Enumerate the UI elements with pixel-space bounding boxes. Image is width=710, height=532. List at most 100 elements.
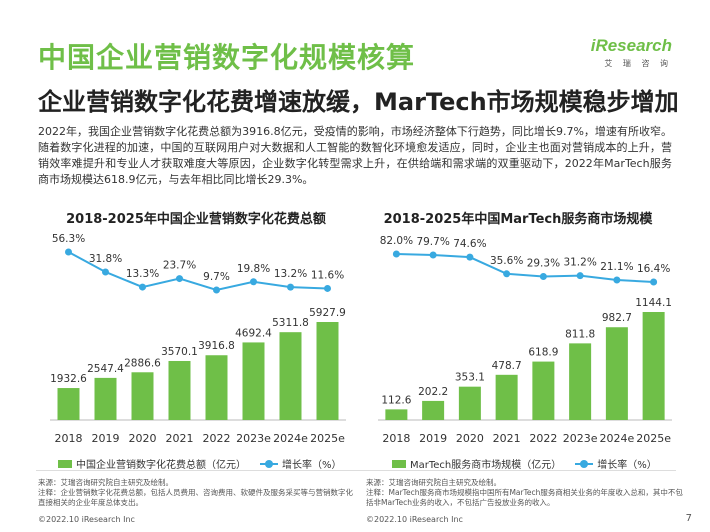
chart1-rate-point — [65, 248, 72, 256]
chart1-bar-value-label: 1932.6 — [50, 373, 87, 385]
chart1-x-tick-label: 2020 — [129, 432, 157, 445]
legend-bar-swatch — [58, 459, 72, 468]
chart1-bar — [316, 322, 339, 420]
chart2-bar-value-label: 1144.1 — [635, 297, 672, 309]
chart2-notes: 来源：艾瑞咨询研究院自主研究及绘制。 注释：MarTech服务商市场规模指中国所… — [366, 478, 683, 507]
chart1-rate-point — [213, 286, 220, 294]
chart2-rate-label: 21.1% — [600, 261, 633, 273]
chart2-bar-value-label: 112.6 — [381, 394, 411, 406]
chart1-bar — [168, 360, 191, 420]
chart2-bar — [422, 400, 445, 420]
chart2-bar-value-label: 353.1 — [455, 372, 485, 384]
chart1-x-tick-label: 2024e — [273, 432, 308, 445]
chart2-title: 2018-2025年中国MarTech服务商市场规模 — [383, 212, 653, 227]
chart2-bar-value-label: 202.2 — [418, 386, 448, 398]
chart1-rate-point — [176, 275, 183, 283]
chart2-bar — [642, 312, 665, 420]
chart1-rate-label: 19.8% — [237, 263, 270, 275]
chart1-rate-point — [324, 284, 331, 292]
legend-divider — [36, 470, 676, 471]
chart2-rate-point — [466, 253, 474, 261]
chart2-rate-line — [396, 253, 654, 283]
chart2-bar — [532, 361, 555, 420]
chart2-x-tick-label: 2018 — [382, 432, 410, 445]
footer-copyright-right: ©2022.10 iResearch Inc — [366, 515, 463, 524]
chart2-legend-bar-label: MarTech服务商市场规模（亿元） — [410, 460, 562, 471]
chart2-rate-point — [650, 278, 658, 286]
chart1-rate-point — [250, 278, 257, 286]
legend-line-swatch — [260, 459, 278, 468]
chart2-rate-label: 79.7% — [416, 236, 449, 248]
chart2-bar-value-label: 982.7 — [602, 312, 632, 324]
chart1-bar-value-label: 5311.8 — [272, 317, 309, 329]
chart1-rate-label: 11.6% — [311, 269, 344, 281]
logo-sub-text: 艾 瑞 咨 询 — [604, 59, 672, 68]
chart1-bar — [242, 342, 265, 420]
chart2-bar-value-label: 618.9 — [528, 347, 558, 359]
chart1-bar-value-label: 4692.4 — [235, 327, 272, 339]
chart2-x-tick-label: 2023e — [563, 432, 598, 445]
chart1-bar-value-label: 2547.4 — [87, 363, 124, 375]
chart2-rate-label: 82.0% — [380, 235, 413, 247]
chart1-legend-bar-label: 中国企业营销数字化花费总额（亿元） — [76, 460, 246, 471]
chart2-x-tick-label: 2024e — [599, 432, 634, 445]
legend-line-swatch — [575, 459, 594, 468]
chart2-x-tick-label: 2022 — [529, 432, 557, 445]
chart2-bar-value-label: 478.7 — [492, 360, 522, 372]
chart2-bar — [385, 409, 408, 420]
chart1-bar-value-label: 3570.1 — [161, 346, 198, 358]
chart1-bar-value-label: 2886.6 — [124, 357, 161, 369]
chart1-bar — [94, 377, 117, 420]
chart1-bar — [279, 332, 302, 420]
chart2-x-tick-label: 2020 — [456, 432, 484, 445]
chart2-rate-label: 35.6% — [490, 255, 523, 267]
chart1-x-tick-label: 2021 — [166, 432, 194, 445]
footer-copyright-left: ©2022.10 iResearch Inc — [38, 515, 135, 524]
chart1-rate-label: 31.8% — [89, 253, 122, 265]
chart1-rate-point — [102, 268, 109, 276]
chart2-rate-label: 31.2% — [563, 257, 596, 269]
chart2-x-tick-label: 2021 — [493, 432, 521, 445]
chart1-rate-label: 56.3% — [52, 233, 85, 245]
chart1-x-tick-label: 2025e — [310, 432, 345, 445]
chart1-x-tick-label: 2023e — [236, 432, 271, 445]
chart2-legend-line-label: 增长率（%） — [597, 460, 657, 471]
iresearch-logo: iResearch 艾 瑞 咨 询 — [591, 36, 672, 69]
logo-brand-text: iResearch — [590, 36, 672, 55]
legend-bar-swatch — [392, 459, 406, 468]
chart2-rate-point — [503, 270, 511, 278]
chart1-bar — [57, 388, 80, 420]
chart2-rate-label: 29.3% — [527, 257, 560, 269]
chart2-x-tick-label: 2019 — [419, 432, 447, 445]
chart1-x-tick-label: 2022 — [203, 432, 231, 445]
chart2-bar-value-label: 811.8 — [565, 328, 595, 340]
chart1-bar-value-label: 3916.8 — [198, 340, 235, 352]
chart2-rate-point — [539, 272, 547, 280]
chart1-bar-value-label: 5927.9 — [309, 307, 346, 319]
chart1-bar — [131, 372, 154, 420]
intro-paragraph: 2022年，我国企业营销数字化花费总额为3916.8亿元，受疫情的影响，市场经济… — [38, 125, 672, 186]
chart1-bar — [205, 355, 228, 420]
chart1-x-tick-label: 2019 — [92, 432, 120, 445]
chart2-bar — [605, 327, 628, 420]
chart1-rate-label: 9.7% — [203, 271, 230, 283]
chart2-bar — [569, 343, 592, 420]
chart2-x-tick-label: 2025e — [636, 432, 671, 445]
chart1-x-tick-label: 2018 — [55, 432, 83, 445]
chart2-rate-label: 16.4% — [637, 263, 670, 275]
chart2-rate-point — [392, 250, 400, 258]
chart2-rate-point — [429, 251, 437, 259]
chart1-notes: 来源：艾瑞咨询研究院自主研究及绘制。 注释：企业营销数字化花费总额，包括人员费用… — [38, 478, 353, 507]
chart2-legend: MarTech服务商市场规模（亿元） 增长率（%） — [392, 456, 657, 471]
chart2-rate-point — [613, 276, 621, 284]
chart1-rate-label: 13.3% — [126, 268, 159, 280]
page-subtitle: 企业营销数字化花费增速放缓，MarTech市场规模稳步增加 — [38, 88, 679, 116]
chart2-bar — [458, 386, 481, 420]
page-title: 中国企业营销数字化规模核算 — [38, 41, 416, 74]
chart1-rate-point — [139, 283, 146, 291]
chart1-rate-label: 23.7% — [163, 260, 196, 272]
chart1-legend-line-label: 增长率（%） — [282, 460, 342, 471]
chart1-rate-label: 13.2% — [274, 268, 307, 280]
chart1-title: 2018-2025年中国企业营销数字化花费总额 — [66, 212, 326, 227]
